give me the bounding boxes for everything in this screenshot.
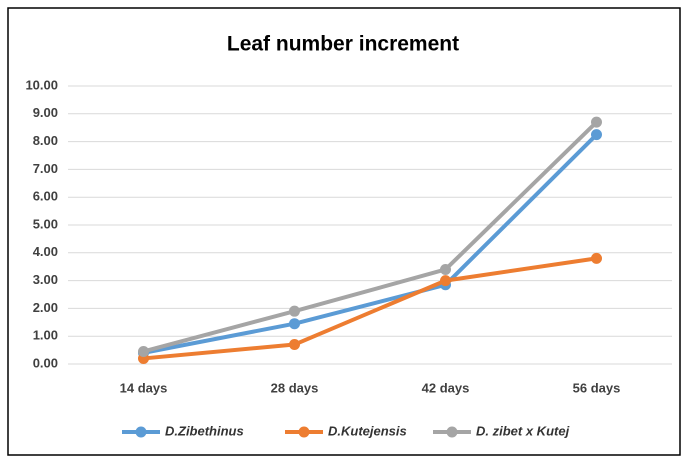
y-tick-label: 1.00 (33, 328, 58, 343)
series-line (142, 120, 598, 354)
point (289, 318, 300, 330)
series-line (143, 256, 597, 361)
y-tick-label: 6.00 (33, 189, 58, 204)
legend-text: D. zibet x Kutej (476, 423, 570, 438)
y-tick-label: 9.00 (33, 105, 58, 120)
x-tick-label: 56 days (573, 380, 621, 395)
chart-border (7, 7, 681, 456)
point (440, 275, 451, 287)
point (591, 129, 602, 141)
point (138, 345, 149, 357)
y-tick-label: 3.00 (33, 272, 58, 287)
legend-text: D.Zibethinus (165, 423, 244, 438)
legend-marker (446, 426, 458, 438)
point (591, 252, 602, 264)
legend-marker (135, 426, 147, 438)
chart-title: Leaf number increment (227, 33, 459, 56)
y-tick-label: 4.00 (33, 244, 58, 259)
point (440, 263, 451, 275)
x-tick-label: 42 days (422, 380, 470, 395)
y-tick-label: 10.00 (25, 77, 58, 92)
legend-text: D.Kutejensis (328, 423, 407, 438)
point (591, 116, 602, 128)
x-tick-label: 28 days (271, 380, 319, 395)
y-tick-label: 0.00 (33, 355, 58, 370)
series-line (143, 133, 598, 355)
y-tick-label: 2.00 (33, 300, 58, 315)
legend-marker (298, 426, 310, 438)
x-tick-label: 14 days (120, 380, 168, 395)
y-tick-label: 8.00 (33, 133, 58, 148)
point (289, 339, 300, 351)
point (289, 305, 300, 317)
y-tick-label: 5.00 (33, 216, 58, 231)
y-tick-label: 7.00 (33, 161, 58, 176)
